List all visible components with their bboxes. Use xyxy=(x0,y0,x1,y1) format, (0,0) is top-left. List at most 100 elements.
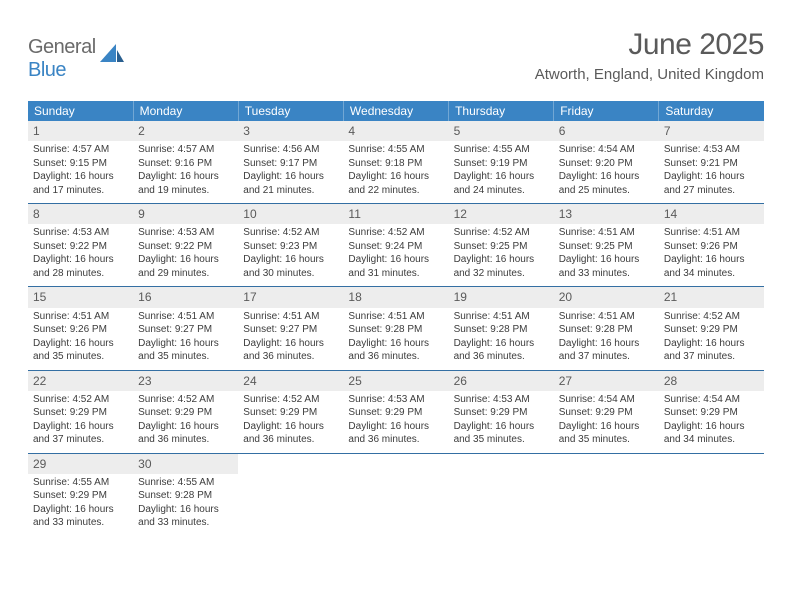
weekday-header: Tuesday xyxy=(238,101,343,121)
day-number: 5 xyxy=(449,121,554,141)
calendar-cell: . xyxy=(343,453,448,536)
calendar-cell: 3Sunrise: 4:56 AMSunset: 9:17 PMDaylight… xyxy=(238,121,343,204)
calendar-cell: 4Sunrise: 4:55 AMSunset: 9:18 PMDaylight… xyxy=(343,121,448,204)
logo-sail-icon xyxy=(100,44,124,64)
calendar-cell: . xyxy=(449,453,554,536)
day-number: 20 xyxy=(554,287,659,307)
day-details: Sunrise: 4:51 AMSunset: 9:27 PMDaylight:… xyxy=(243,310,338,364)
calendar-table: SundayMondayTuesdayWednesdayThursdayFrid… xyxy=(28,101,764,536)
title-block: June 2025 Atworth, England, United Kingd… xyxy=(535,28,764,83)
calendar-cell: 11Sunrise: 4:52 AMSunset: 9:24 PMDayligh… xyxy=(343,204,448,287)
calendar-cell: . xyxy=(238,453,343,536)
calendar-cell: 27Sunrise: 4:54 AMSunset: 9:29 PMDayligh… xyxy=(554,370,659,453)
day-number: 25 xyxy=(343,371,448,391)
day-number: 14 xyxy=(659,204,764,224)
day-details: Sunrise: 4:51 AMSunset: 9:26 PMDaylight:… xyxy=(664,226,759,280)
day-number: 30 xyxy=(133,454,238,474)
page-subtitle: Atworth, England, United Kingdom xyxy=(535,66,764,83)
day-details: Sunrise: 4:55 AMSunset: 9:19 PMDaylight:… xyxy=(454,143,549,197)
day-details: Sunrise: 4:54 AMSunset: 9:20 PMDaylight:… xyxy=(559,143,654,197)
day-details: Sunrise: 4:54 AMSunset: 9:29 PMDaylight:… xyxy=(664,393,759,447)
calendar-cell: 8Sunrise: 4:53 AMSunset: 9:22 PMDaylight… xyxy=(28,204,133,287)
day-number: 17 xyxy=(238,287,343,307)
day-details: Sunrise: 4:53 AMSunset: 9:22 PMDaylight:… xyxy=(138,226,233,280)
day-details: Sunrise: 4:56 AMSunset: 9:17 PMDaylight:… xyxy=(243,143,338,197)
day-number: 22 xyxy=(28,371,133,391)
calendar-body: 1Sunrise: 4:57 AMSunset: 9:15 PMDaylight… xyxy=(28,121,764,536)
calendar-cell: 30Sunrise: 4:55 AMSunset: 9:28 PMDayligh… xyxy=(133,453,238,536)
calendar-cell: 13Sunrise: 4:51 AMSunset: 9:25 PMDayligh… xyxy=(554,204,659,287)
calendar-cell: 1Sunrise: 4:57 AMSunset: 9:15 PMDaylight… xyxy=(28,121,133,204)
calendar-cell: 9Sunrise: 4:53 AMSunset: 9:22 PMDaylight… xyxy=(133,204,238,287)
day-details: Sunrise: 4:53 AMSunset: 9:21 PMDaylight:… xyxy=(664,143,759,197)
calendar-cell: 2Sunrise: 4:57 AMSunset: 9:16 PMDaylight… xyxy=(133,121,238,204)
day-number: 2 xyxy=(133,121,238,141)
day-details: Sunrise: 4:55 AMSunset: 9:28 PMDaylight:… xyxy=(138,476,233,530)
day-number: 3 xyxy=(238,121,343,141)
day-details: Sunrise: 4:51 AMSunset: 9:27 PMDaylight:… xyxy=(138,310,233,364)
logo: General Blue xyxy=(28,28,124,82)
day-number: 23 xyxy=(133,371,238,391)
weekday-header: Monday xyxy=(133,101,238,121)
day-number: 26 xyxy=(449,371,554,391)
day-number: 19 xyxy=(449,287,554,307)
weekday-header: Friday xyxy=(554,101,659,121)
day-details: Sunrise: 4:51 AMSunset: 9:26 PMDaylight:… xyxy=(33,310,128,364)
calendar-cell: 7Sunrise: 4:53 AMSunset: 9:21 PMDaylight… xyxy=(659,121,764,204)
day-details: Sunrise: 4:57 AMSunset: 9:16 PMDaylight:… xyxy=(138,143,233,197)
day-number: 28 xyxy=(659,371,764,391)
day-details: Sunrise: 4:52 AMSunset: 9:23 PMDaylight:… xyxy=(243,226,338,280)
calendar-cell: . xyxy=(554,453,659,536)
day-number: 29 xyxy=(28,454,133,474)
calendar-cell: 19Sunrise: 4:51 AMSunset: 9:28 PMDayligh… xyxy=(449,287,554,370)
calendar-cell: 18Sunrise: 4:51 AMSunset: 9:28 PMDayligh… xyxy=(343,287,448,370)
calendar-cell: 29Sunrise: 4:55 AMSunset: 9:29 PMDayligh… xyxy=(28,453,133,536)
day-number: 13 xyxy=(554,204,659,224)
day-number: 12 xyxy=(449,204,554,224)
day-details: Sunrise: 4:52 AMSunset: 9:29 PMDaylight:… xyxy=(243,393,338,447)
day-details: Sunrise: 4:52 AMSunset: 9:25 PMDaylight:… xyxy=(454,226,549,280)
calendar-cell: 14Sunrise: 4:51 AMSunset: 9:26 PMDayligh… xyxy=(659,204,764,287)
calendar-row: 8Sunrise: 4:53 AMSunset: 9:22 PMDaylight… xyxy=(28,204,764,287)
day-number: 4 xyxy=(343,121,448,141)
calendar-cell: . xyxy=(659,453,764,536)
day-details: Sunrise: 4:53 AMSunset: 9:29 PMDaylight:… xyxy=(348,393,443,447)
weekday-header-row: SundayMondayTuesdayWednesdayThursdayFrid… xyxy=(28,101,764,121)
calendar-cell: 26Sunrise: 4:53 AMSunset: 9:29 PMDayligh… xyxy=(449,370,554,453)
day-number: 27 xyxy=(554,371,659,391)
day-details: Sunrise: 4:53 AMSunset: 9:29 PMDaylight:… xyxy=(454,393,549,447)
day-details: Sunrise: 4:54 AMSunset: 9:29 PMDaylight:… xyxy=(559,393,654,447)
calendar-cell: 5Sunrise: 4:55 AMSunset: 9:19 PMDaylight… xyxy=(449,121,554,204)
calendar-cell: 10Sunrise: 4:52 AMSunset: 9:23 PMDayligh… xyxy=(238,204,343,287)
day-details: Sunrise: 4:51 AMSunset: 9:28 PMDaylight:… xyxy=(559,310,654,364)
day-number: 8 xyxy=(28,204,133,224)
calendar-cell: 24Sunrise: 4:52 AMSunset: 9:29 PMDayligh… xyxy=(238,370,343,453)
day-details: Sunrise: 4:51 AMSunset: 9:28 PMDaylight:… xyxy=(348,310,443,364)
calendar-row: 29Sunrise: 4:55 AMSunset: 9:29 PMDayligh… xyxy=(28,453,764,536)
day-number: 24 xyxy=(238,371,343,391)
calendar-cell: 6Sunrise: 4:54 AMSunset: 9:20 PMDaylight… xyxy=(554,121,659,204)
day-details: Sunrise: 4:52 AMSunset: 9:29 PMDaylight:… xyxy=(664,310,759,364)
calendar-cell: 23Sunrise: 4:52 AMSunset: 9:29 PMDayligh… xyxy=(133,370,238,453)
logo-text-blue: Blue xyxy=(28,59,66,81)
day-details: Sunrise: 4:55 AMSunset: 9:29 PMDaylight:… xyxy=(33,476,128,530)
day-number: 6 xyxy=(554,121,659,141)
calendar-cell: 12Sunrise: 4:52 AMSunset: 9:25 PMDayligh… xyxy=(449,204,554,287)
calendar-cell: 21 Sunrise: 4:52 AMSunset: 9:29 PMDayligh… xyxy=(659,287,764,370)
day-number: 10 xyxy=(238,204,343,224)
day-number: 21 xyxy=(659,287,764,307)
calendar-cell: 20 Sunrise: 4:51 AMSunset: 9:28 PMDayligh… xyxy=(554,287,659,370)
weekday-header: Wednesday xyxy=(343,101,448,121)
day-number: 11 xyxy=(343,204,448,224)
calendar-row: 15Sunrise: 4:51 AMSunset: 9:26 PMDayligh… xyxy=(28,287,764,370)
calendar-cell: 15Sunrise: 4:51 AMSunset: 9:26 PMDayligh… xyxy=(28,287,133,370)
header: General Blue June 2025 Atworth, England,… xyxy=(28,28,764,83)
logo-text-general: General xyxy=(28,36,96,58)
day-details: Sunrise: 4:51 AMSunset: 9:25 PMDaylight:… xyxy=(559,226,654,280)
weekday-header: Thursday xyxy=(449,101,554,121)
calendar-cell: 17 Sunrise: 4:51 AMSunset: 9:27 PMDayligh… xyxy=(238,287,343,370)
day-number: 9 xyxy=(133,204,238,224)
calendar-cell: 22Sunrise: 4:52 AMSunset: 9:29 PMDayligh… xyxy=(28,370,133,453)
calendar-cell: 28Sunrise: 4:54 AMSunset: 9:29 PMDayligh… xyxy=(659,370,764,453)
day-number: 16 xyxy=(133,287,238,307)
